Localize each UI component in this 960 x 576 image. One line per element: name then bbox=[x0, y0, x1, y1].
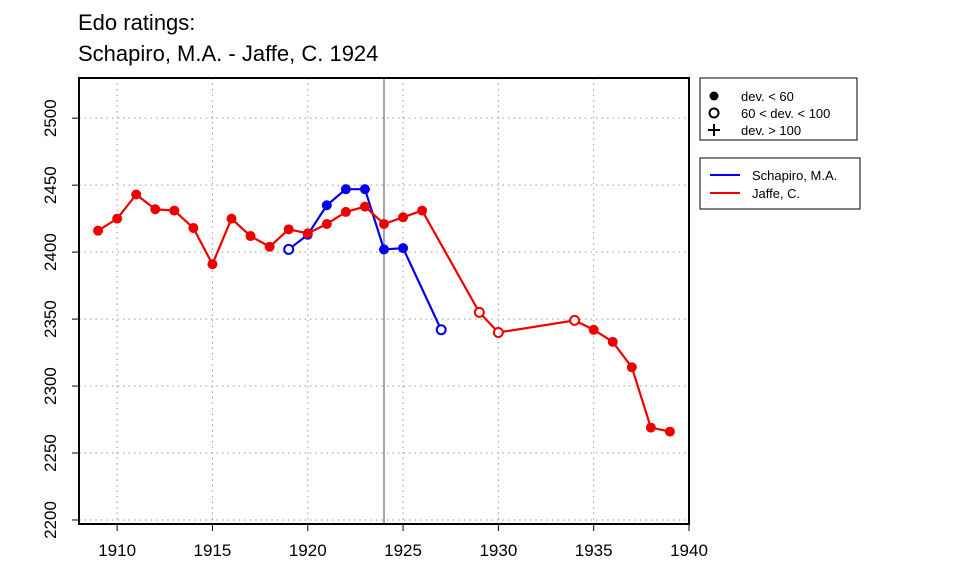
axes: 1910 1915 1920 1925 1930 1935 1940 2200 2250 2300… bbox=[41, 99, 708, 560]
y-tick-label: 2250 bbox=[41, 434, 60, 472]
data-point bbox=[112, 213, 123, 224]
data-point bbox=[207, 259, 218, 270]
data-point bbox=[169, 205, 180, 216]
y-tick-label: 2450 bbox=[41, 166, 60, 204]
legend-label-jaffe: Jaffe, C. bbox=[752, 186, 800, 201]
data-point bbox=[321, 218, 332, 229]
data-point bbox=[645, 422, 656, 433]
x-tick-label: 1930 bbox=[479, 541, 517, 560]
data-point bbox=[379, 244, 389, 255]
data-point-open bbox=[283, 243, 295, 255]
data-point bbox=[398, 212, 409, 223]
data-point bbox=[264, 241, 275, 252]
series-jaffe bbox=[93, 189, 675, 437]
data-point bbox=[607, 336, 618, 347]
plot-frame bbox=[78, 77, 690, 525]
data-point bbox=[302, 228, 313, 239]
plus-icon bbox=[708, 124, 720, 136]
y-tick-label: 2200 bbox=[41, 501, 60, 539]
legend-label-schapiro: Schapiro, M.A. bbox=[752, 168, 837, 183]
data-point bbox=[226, 213, 237, 224]
data-point bbox=[359, 201, 370, 212]
open-circle-icon bbox=[708, 107, 720, 119]
filled-circle-icon bbox=[709, 91, 719, 101]
data-point-open bbox=[492, 326, 504, 338]
x-tick-label: 1910 bbox=[98, 541, 136, 560]
data-point bbox=[379, 218, 389, 229]
marker-legend-label: 60 < dev. < 100 bbox=[741, 106, 830, 121]
data-point bbox=[398, 243, 409, 254]
chart-subtitle: Schapiro, M.A. - Jaffe, C. 1924 bbox=[78, 41, 378, 66]
x-tick-label: 1925 bbox=[384, 541, 422, 560]
x-tick-label: 1935 bbox=[575, 541, 613, 560]
y-tick-label: 2400 bbox=[41, 233, 60, 271]
data-point-open bbox=[569, 314, 581, 326]
data-point-open bbox=[473, 306, 485, 318]
marker-legend: dev. < 60 60 < dev. < 100 dev. > 100 bbox=[699, 77, 858, 141]
data-point bbox=[626, 362, 637, 373]
y-tick-label: 2350 bbox=[41, 300, 60, 338]
data-point bbox=[664, 426, 675, 437]
data-point bbox=[340, 184, 351, 195]
data-point bbox=[131, 189, 142, 200]
data-point bbox=[188, 223, 199, 234]
data-point bbox=[283, 224, 294, 235]
x-tick-label: 1915 bbox=[194, 541, 232, 560]
x-tick-label: 1940 bbox=[670, 541, 708, 560]
data-point bbox=[359, 184, 370, 195]
data-point bbox=[245, 231, 256, 242]
data-point bbox=[417, 205, 428, 216]
marker-legend-box bbox=[699, 77, 858, 141]
data-point bbox=[93, 225, 104, 236]
marker-legend-label: dev. < 60 bbox=[741, 89, 794, 104]
data-point bbox=[340, 206, 351, 217]
data-point-open bbox=[435, 324, 447, 336]
series-legend-box bbox=[699, 157, 861, 210]
marker-legend-label: dev. > 100 bbox=[741, 123, 801, 138]
series-legend: Schapiro, M.A. Jaffe, C. bbox=[699, 157, 861, 210]
chart-title: Edo ratings: bbox=[78, 10, 195, 35]
data-point bbox=[150, 204, 161, 215]
data-point bbox=[321, 200, 332, 211]
series-layer bbox=[93, 184, 675, 437]
y-tick-label: 2300 bbox=[41, 367, 60, 405]
data-point bbox=[588, 324, 599, 335]
y-tick-label: 2500 bbox=[41, 99, 60, 137]
x-tick-label: 1920 bbox=[289, 541, 327, 560]
